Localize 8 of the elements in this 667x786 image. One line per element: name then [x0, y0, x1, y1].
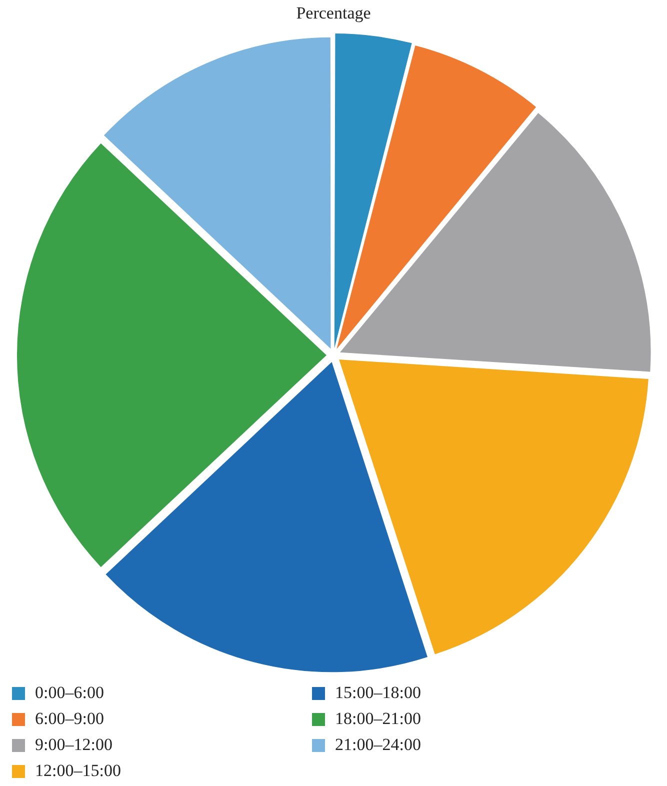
legend-label: 9:00–12:00	[35, 735, 112, 755]
legend-label: 15:00–18:00	[335, 683, 421, 703]
legend-label: 21:00–24:00	[335, 735, 421, 755]
legend-label: 6:00–9:00	[35, 709, 104, 729]
legend-label: 18:00–21:00	[335, 709, 421, 729]
legend-label: 0:00–6:00	[35, 683, 104, 703]
chart-title: Percentage	[296, 4, 371, 23]
legend-label: 12:00–15:00	[35, 761, 121, 781]
